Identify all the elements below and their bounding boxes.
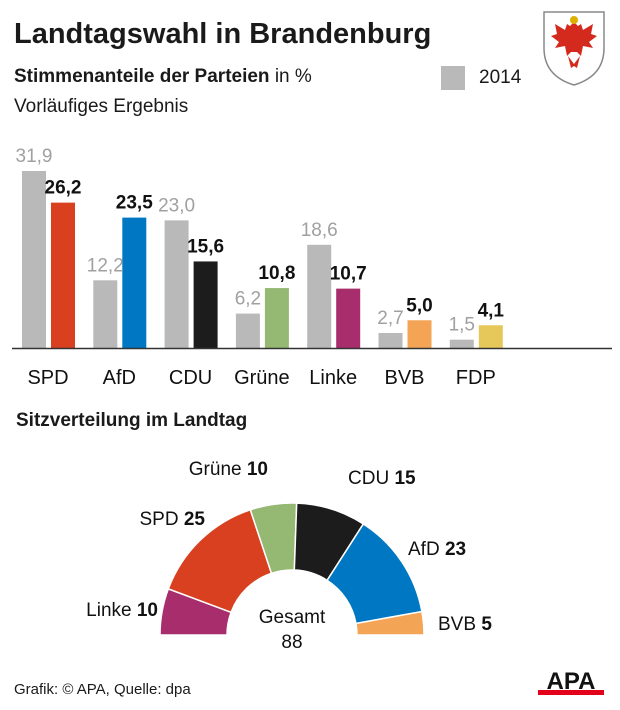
page-title: Landtagswahl in Brandenburg [14,18,432,50]
label-2019-Linke: 10,7 [330,264,367,285]
bar-chart: 31,9 26,2 SPD 12,2 23,5 AfD 23,0 15,6 CDU 6,2 10,8… [12,146,612,389]
seat-label-Grüne: Grüne 10 [189,459,268,480]
label-2014-AfD: 12,2 [87,255,124,276]
bar-2019-CDU [193,261,218,348]
category-label-Grüne: Grüne [234,367,290,389]
seat-label-Linke: Linke 10 [86,600,158,621]
seat-label-AfD: AfD 23 [408,539,466,560]
bar-2014-AfD [93,280,118,348]
brandenburg-coat-of-arms-icon [543,11,605,86]
subtitle-bold: Stimmenanteile der Parteien [14,66,270,87]
label-2019-CDU: 15,6 [187,236,224,257]
category-label-SPD: SPD [27,367,68,389]
total-label: Gesamt [259,607,326,628]
category-label-CDU: CDU [169,367,212,389]
seat-label-BVB: BVB 5 [438,614,492,635]
category-label-AfD: AfD [103,367,136,389]
label-2019-Grüne: 10,8 [258,263,295,284]
bar-2014-FDP [449,339,474,348]
legend: 2014 [441,66,521,90]
label-2014-SPD: 31,9 [16,146,53,167]
apa-logo: APA [538,668,604,695]
seat-label-CDU: CDU 15 [348,468,416,489]
seat-chart: Linke 10 SPD 25 Grüne 10 CDU 15 AfD 23 BVB 5 G… [86,459,492,653]
result-note: Vorläufiges Ergebnis [14,96,189,117]
label-2014-BVB: 2,7 [377,308,403,329]
bar-2014-SPD [22,171,46,348]
label-2014-Grüne: 6,2 [235,289,261,310]
category-label-Linke: Linke [309,367,357,389]
label-2019-FDP: 4,1 [478,300,505,321]
legend-label-2014: 2014 [479,67,522,88]
seat-segment-BVB [355,610,425,636]
category-label-BVB: BVB [384,367,424,389]
bar-2014-Linke [307,244,332,348]
category-label-FDP: FDP [456,367,496,389]
bar-2019-BVB [407,320,432,348]
label-2019-AfD: 23,5 [116,193,153,214]
bar-2019-AfD [122,217,147,348]
bar-2014-BVB [378,333,403,348]
bar-2019-Linke [336,288,361,348]
label-2019-SPD: 26,2 [45,178,82,199]
total-value: 88 [281,632,302,653]
label-2014-FDP: 1,5 [449,315,475,336]
bar-2019-FDP [478,325,503,348]
bar-2014-Grüne [235,313,260,348]
seat-label-SPD: SPD 25 [140,509,206,530]
legend-swatch-2014 [441,66,465,90]
seat-chart-title: Sitzverteilung im Landtag [16,410,248,431]
bar-2019-Grüne [264,288,289,348]
subtitle-unit: in % [274,66,312,87]
label-2014-CDU: 23,0 [158,195,195,216]
label-2019-BVB: 5,0 [406,295,432,316]
bar-2014-CDU [164,220,189,348]
chart-subtitle: Stimmenanteile der Parteien in % [14,66,312,88]
label-2014-Linke: 18,6 [301,220,338,241]
source-note: Grafik: © APA, Quelle: dpa [14,681,191,698]
bar-2019-SPD [51,202,75,348]
